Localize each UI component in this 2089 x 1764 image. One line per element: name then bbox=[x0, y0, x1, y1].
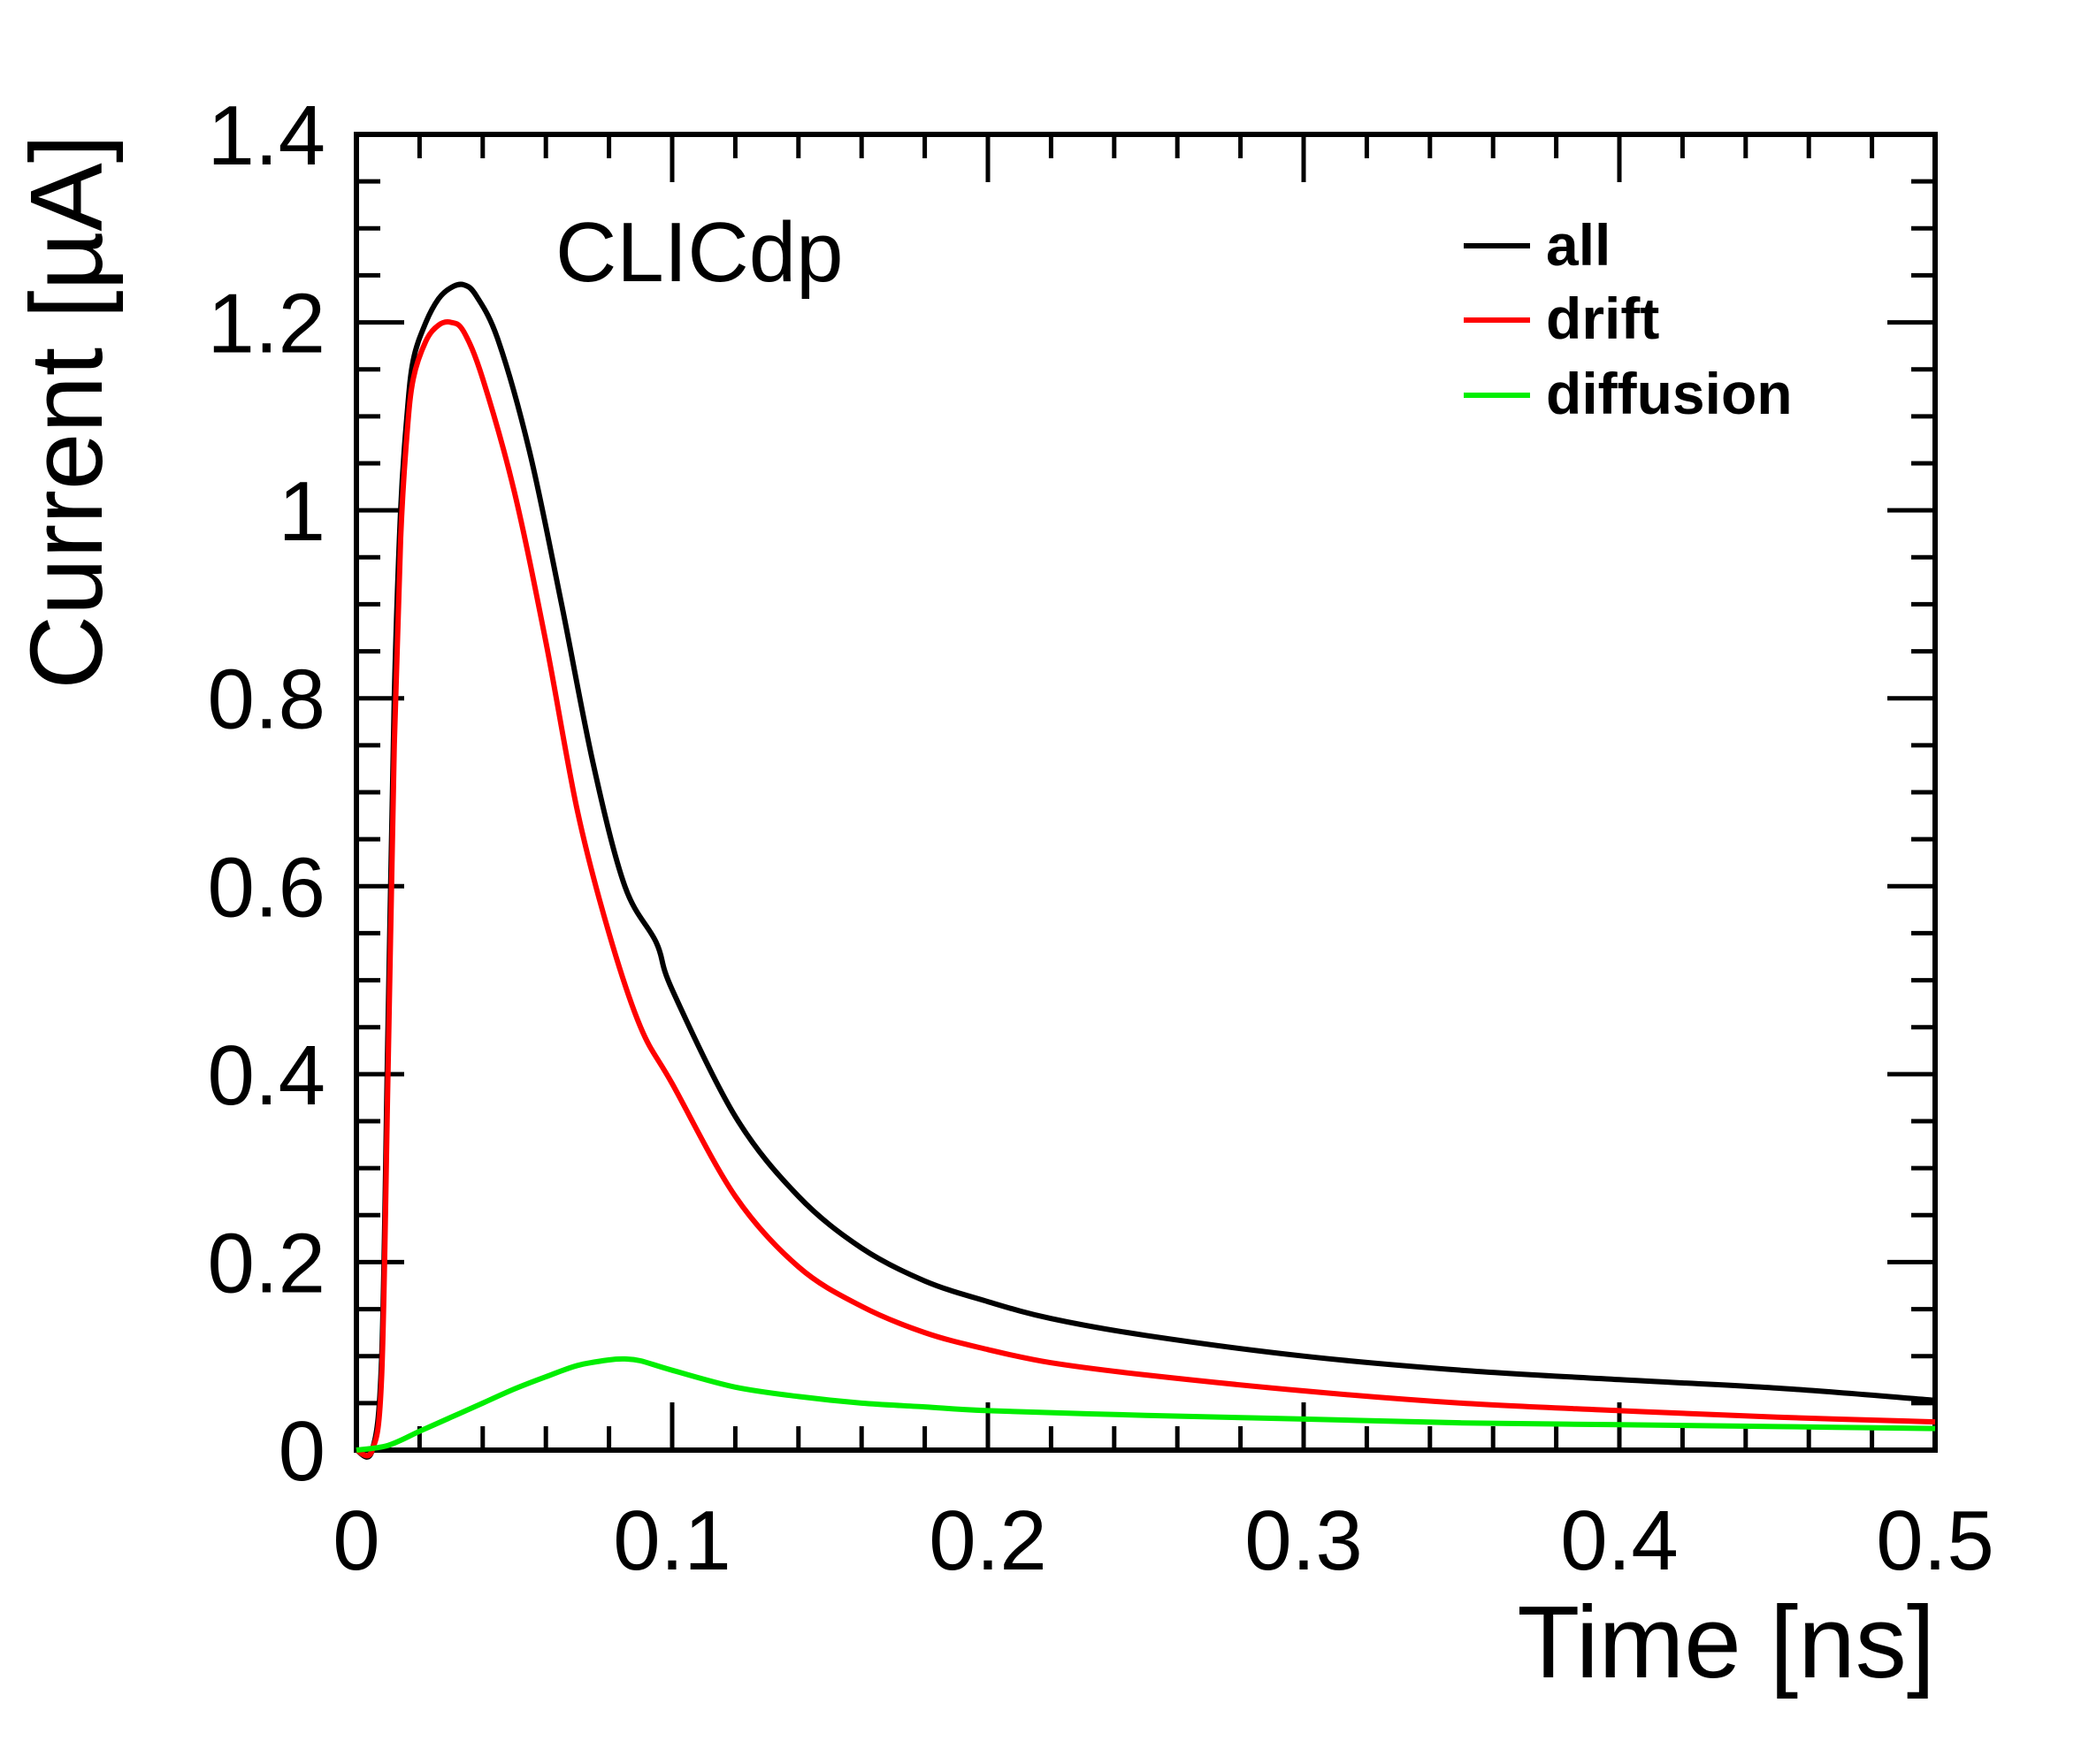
clicdp-annotation: CLICdp bbox=[555, 205, 844, 300]
x-tick-label: 0.2 bbox=[929, 1493, 1046, 1588]
x-tick-label: 0.3 bbox=[1244, 1493, 1362, 1588]
y-tick-label: 1.4 bbox=[208, 88, 325, 183]
y-tick-label: 0 bbox=[279, 1404, 325, 1499]
legend-label-drift: drift bbox=[1546, 286, 1659, 351]
legend-label-diffusion: diffusion bbox=[1546, 361, 1793, 426]
series-line-drift bbox=[355, 319, 1936, 1459]
y-tick-label: 0.8 bbox=[208, 653, 325, 747]
y-tick-label: 0.6 bbox=[208, 840, 325, 935]
y-tick-label: 1.2 bbox=[208, 277, 325, 371]
y-tick-label: 1 bbox=[279, 464, 325, 559]
x-axis-title: Time [ns] bbox=[1517, 1585, 1935, 1699]
legend-label-all: all bbox=[1546, 212, 1611, 278]
y-tick-label: 0.2 bbox=[208, 1216, 325, 1310]
axis-ticks: 0 0.1 0.2 0.3 0.4 0.5 0 0.2 0.4 0.6 0.8 1 1.2 1.4 bbox=[208, 88, 1994, 1588]
plot-frame bbox=[354, 132, 1938, 1453]
legend: all drift diffusion bbox=[1464, 212, 1793, 426]
x-tick-label: 0.1 bbox=[613, 1493, 731, 1588]
y-axis-title: Current [µA] bbox=[9, 134, 124, 690]
x-tick-label: 0.5 bbox=[1876, 1493, 1993, 1588]
x-tick-label: 0.4 bbox=[1560, 1493, 1678, 1588]
series-layer bbox=[355, 281, 1936, 1460]
x-tick-label: 0 bbox=[333, 1493, 379, 1588]
series-line-diffusion bbox=[356, 1355, 1936, 1453]
y-tick-label: 0.4 bbox=[208, 1028, 325, 1123]
